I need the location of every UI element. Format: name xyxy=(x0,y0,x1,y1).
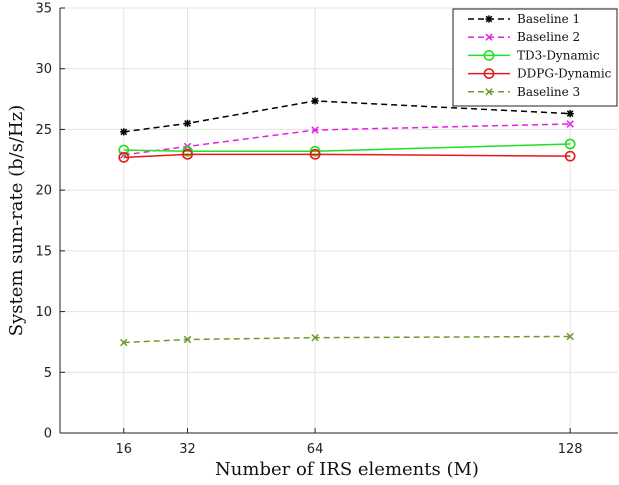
series-3-point-1 xyxy=(182,148,193,160)
series-3 xyxy=(118,148,576,163)
y-tick-label-1: 5 xyxy=(44,366,52,381)
series-4-point-0 xyxy=(120,338,128,347)
legend-marker-2 xyxy=(483,50,495,61)
series-1-point-3 xyxy=(566,120,574,128)
y-tick-label-7: 35 xyxy=(35,2,52,17)
series-line-0 xyxy=(123,100,571,133)
x-tick-label-3: 128 xyxy=(558,442,583,457)
series-2-point-0 xyxy=(118,144,130,156)
legend-item-2[interactable]: TD3-Dynamic xyxy=(468,48,600,62)
series-line-4 xyxy=(123,335,571,344)
series xyxy=(118,97,576,347)
legend-item-3[interactable]: DDPG-Dynamic xyxy=(468,67,612,81)
legend-marker-0 xyxy=(485,15,493,23)
legend-label-1: Baseline 2 xyxy=(517,30,580,44)
series-4 xyxy=(120,332,574,347)
series-2-point-3 xyxy=(564,138,576,150)
y-tick-label-6: 30 xyxy=(35,62,52,77)
x-tick-label-2: 64 xyxy=(307,442,324,457)
series-4-point-3 xyxy=(566,332,574,341)
legend-marker-3 xyxy=(483,68,495,79)
series-4-point-1 xyxy=(183,335,192,344)
tick-labels: 0 5 10 15 20 25 30 35 16 32 64 128 xyxy=(35,2,582,458)
series-1-point-2 xyxy=(311,126,319,134)
series-2 xyxy=(118,138,576,157)
y-tick-label-3: 15 xyxy=(35,244,52,259)
legend-label-0: Baseline 1 xyxy=(517,12,580,26)
y-tick-label-2: 10 xyxy=(35,305,52,320)
series-3-point-3 xyxy=(564,150,576,162)
series-3-point-2 xyxy=(309,148,321,160)
series-0-point-1 xyxy=(183,119,192,127)
series-0-point-2 xyxy=(311,97,319,105)
legend-label-3: DDPG-Dynamic xyxy=(517,67,612,81)
y-tick-label-5: 25 xyxy=(35,123,52,138)
x-tick-label-1: 32 xyxy=(179,442,196,457)
series-2-point-1 xyxy=(182,145,193,157)
series-1 xyxy=(120,120,574,159)
series-line-2 xyxy=(123,143,571,153)
legend-box xyxy=(452,8,618,107)
legend-label-4: Baseline 3 xyxy=(517,85,580,99)
legend-marker-4 xyxy=(485,88,493,96)
legend-item-1[interactable]: Baseline 2 xyxy=(468,30,580,44)
legend-item-0[interactable]: Baseline 1 xyxy=(468,12,580,26)
y-axis-label: System sum-rate (b/s/Hz) xyxy=(6,105,27,336)
legend-item-4[interactable]: Baseline 3 xyxy=(468,85,580,99)
series-4-point-2 xyxy=(311,333,319,342)
legend[interactable]: Baseline 1 Baseline 2 TD3-Dynamic DDPG-Dyna… xyxy=(452,8,618,107)
y-tick-label-4: 20 xyxy=(35,184,52,199)
x-tick-label-0: 16 xyxy=(115,442,132,457)
series-0-point-0 xyxy=(120,128,128,136)
series-line-3 xyxy=(123,153,571,159)
legend-marker-1 xyxy=(485,33,493,41)
x-axis-label: Number of IRS elements (M) xyxy=(215,459,479,480)
series-0 xyxy=(120,97,574,136)
series-2-point-2 xyxy=(309,145,321,157)
series-0-point-3 xyxy=(566,110,574,118)
legend-label-2: TD3-Dynamic xyxy=(517,48,600,62)
series-3-point-0 xyxy=(118,151,130,163)
axes xyxy=(59,7,618,434)
y-tick-label-0: 0 xyxy=(44,427,52,442)
